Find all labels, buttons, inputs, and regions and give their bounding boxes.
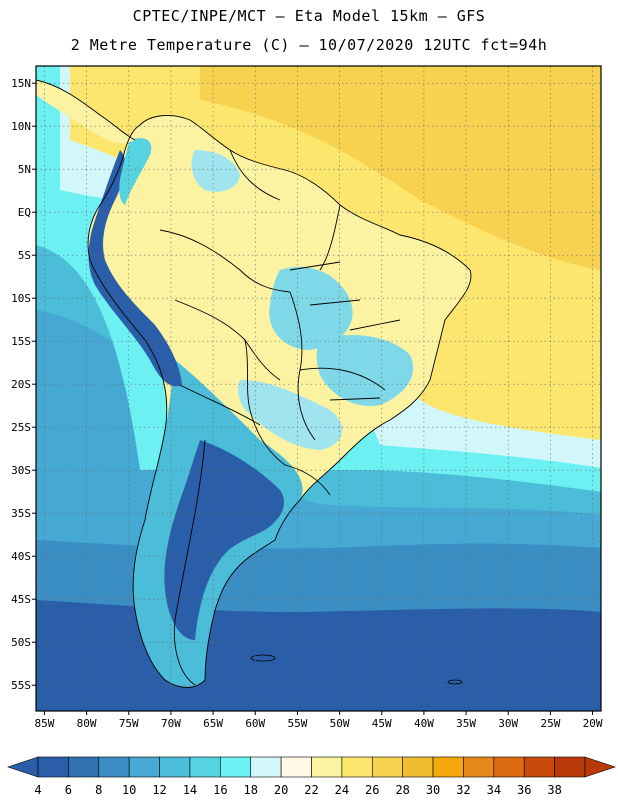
colorbar-cell [37, 756, 69, 778]
longitude-label: 85W [34, 717, 54, 730]
andes-north-strip [119, 138, 152, 205]
latitude-label: 15S [11, 335, 31, 348]
latitude-labels: 15N 10N 5N EQ 5S 10S 15S 20S 25S 30S 35S 40S 45S 50S 5… [11, 77, 36, 692]
latitude-label: EQ [18, 206, 31, 219]
land-cool-zone-4 [191, 150, 240, 192]
colorbar-level-label: 18 [243, 783, 257, 797]
latitude-label: 5N [18, 163, 31, 176]
temperature-map: 15N 10N 5N EQ 5S 10S 15S 20S 25S 30S 35S 40S 45S 50S 5… [11, 65, 603, 730]
colorbar-level-label: 38 [547, 783, 561, 797]
colorbar-cell [189, 756, 221, 778]
longitude-label: 40W [414, 717, 434, 730]
longitude-label: 70W [161, 717, 181, 730]
latitude-label: 15N [11, 77, 31, 90]
colorbar-cell [311, 756, 343, 778]
longitude-label: 35W [456, 717, 476, 730]
colorbar-level-label: 10 [122, 783, 136, 797]
colorbar-cell [493, 756, 525, 778]
longitude-label: 65W [203, 717, 223, 730]
longitude-label: 50W [330, 717, 350, 730]
colorbar-level-label: 36 [517, 783, 531, 797]
colorbar-cell [523, 756, 555, 778]
latitude-label: 20S [11, 378, 31, 391]
longitude-label: 60W [245, 717, 265, 730]
colorbar-level-label: 6 [65, 783, 72, 797]
colorbar-level-label: 16 [213, 783, 227, 797]
colorbar-cell [371, 756, 403, 778]
falkland-islands [250, 654, 276, 662]
ocean-band-hot [200, 66, 601, 270]
colorbar-level-label: 32 [456, 783, 470, 797]
land-cool-zone-3 [237, 380, 343, 450]
colorbar-level-label: 24 [335, 783, 349, 797]
south-georgia [447, 679, 463, 685]
colorbar-level-label: 34 [487, 783, 501, 797]
colorbar-cell [68, 756, 100, 778]
colorbar-level-label: 8 [95, 783, 102, 797]
colorbar-level-label: 30 [426, 783, 440, 797]
longitude-labels: 85W 80W 75W 70W 65W 60W 55W 50W 45W 40W 35W 30W 25W 2… [34, 711, 603, 730]
latitude-label: 10N [11, 120, 31, 133]
land-cool-zone-2 [316, 335, 414, 406]
colorbar-cell [554, 756, 586, 778]
colorbar-cell [280, 756, 312, 778]
colorbar-labels: 4 6 8 10 12 14 16 18 20 22 24 26 28 30 32 34 36 38 [34, 783, 561, 797]
colorbar-min-arrow [7, 756, 39, 778]
longitude-label: 30W [498, 717, 518, 730]
latitude-label: 25S [11, 421, 31, 434]
longitude-label: 25W [540, 717, 560, 730]
longitude-label: 75W [119, 717, 139, 730]
land-cool-zone-1 [269, 266, 353, 350]
colorbar-level-label: 20 [274, 783, 288, 797]
colorbar-level-label: 12 [152, 783, 166, 797]
colorbar: 4 6 8 10 12 14 16 18 20 22 24 26 28 30 32 34 36 38 [7, 756, 616, 797]
land-coldest-zone [164, 440, 285, 640]
longitude-label: 45W [372, 717, 392, 730]
andes-cold-strip [88, 150, 182, 387]
temperature-field [36, 66, 601, 711]
title-line-1: CPTEC/INPE/MCT – Eta Model 15km – GFS [132, 7, 486, 25]
title-line-2: 2 Metre Temperature (C) – 10/07/2020 12U… [70, 36, 548, 54]
colorbar-cell [432, 756, 464, 778]
latitude-label: 35S [11, 507, 31, 520]
latitude-label: 55S [11, 679, 31, 692]
latitude-label: 30S [11, 464, 31, 477]
colorbar-cell [159, 756, 191, 778]
latitude-label: 40S [11, 550, 31, 563]
longitude-label: 20W [583, 717, 603, 730]
country-borders [36, 79, 472, 688]
colorbar-cell [220, 756, 252, 778]
colorbar-cell [250, 756, 282, 778]
colorbar-level-label: 22 [304, 783, 318, 797]
colorbar-cell [402, 756, 434, 778]
map-frame [35, 65, 602, 712]
latitude-label: 50S [11, 636, 31, 649]
colorbar-level-label: 26 [365, 783, 379, 797]
colorbar-cell [463, 756, 495, 778]
central-america-land [36, 80, 135, 144]
latitude-label: 45S [11, 593, 31, 606]
colorbar-level-label: 14 [183, 783, 197, 797]
colorbar-max-arrow [584, 756, 616, 778]
longitude-label: 80W [77, 717, 97, 730]
longitude-label: 55W [287, 717, 307, 730]
colorbar-level-label: 28 [395, 783, 409, 797]
colorbar-cell [341, 756, 373, 778]
colorbar-level-label: 4 [34, 783, 41, 797]
latitude-label: 5S [18, 249, 31, 262]
colorbar-cell [98, 756, 130, 778]
colorbar-cells [7, 756, 616, 778]
colorbar-cell [128, 756, 160, 778]
latitude-label: 10S [11, 292, 31, 305]
